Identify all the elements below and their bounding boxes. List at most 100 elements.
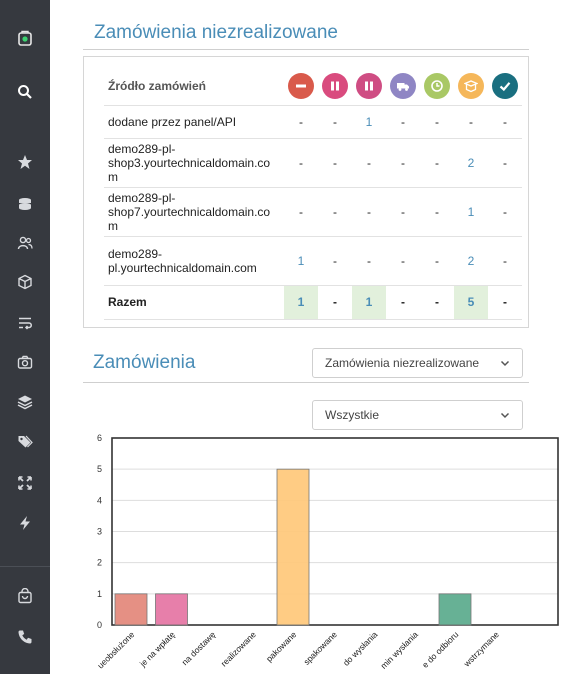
status-count-link[interactable]: 1 [454, 187, 488, 237]
x-tick-label: na dostawę [180, 629, 218, 667]
layers-icon[interactable] [0, 390, 50, 414]
x-tick-label: e do odbioru [420, 629, 461, 670]
status-count: - [488, 236, 522, 286]
total-label: Razem [104, 285, 284, 320]
status-count: - [352, 138, 386, 188]
bar-4 [276, 468, 310, 626]
y-tick-label: 0 [97, 620, 102, 630]
status-pause-icon[interactable] [356, 72, 382, 99]
source-column-header: Źródło zamówień [104, 67, 284, 106]
coins-icon[interactable] [0, 192, 50, 216]
phone-icon[interactable] [0, 625, 50, 649]
cube-icon[interactable] [0, 270, 50, 294]
order-type-select[interactable]: Zamówienia niezrealizowane [312, 348, 523, 378]
order-filter-select-value: Wszystkie [325, 408, 379, 422]
status-count: - [386, 236, 420, 286]
source-name: dodane przez panel/API [104, 105, 284, 139]
table-row: dodane przez panel/API - - 1 - - - - [104, 105, 522, 139]
section-divider [83, 49, 529, 50]
source-name: demo289-pl.yourtechnicaldomain.com [104, 236, 284, 286]
total-count: - [318, 285, 352, 320]
x-tick-label: ueobsłużone [95, 629, 136, 670]
chevron-down-icon [500, 360, 510, 367]
unrealized-orders-table: Źródło zamówień dodane przez panel/API -… [104, 67, 522, 320]
total-row: Razem 1 - 1 - - 5 - [104, 285, 522, 320]
y-tick-label: 2 [97, 558, 102, 568]
x-tick-label: realizowane [219, 629, 258, 668]
unrealized-orders-panel: Źródło zamówień dodane przez panel/API -… [83, 56, 529, 328]
total-count[interactable]: 1 [284, 285, 318, 320]
orders-bar-chart: 0 1 2 3 4 5 6 ueobsłużone je na wpłatę na dostawę… [95, 433, 559, 671]
y-tick-label: 6 [97, 433, 102, 443]
source-name: demo289-pl-shop3.yourtechnicaldomain.com [104, 138, 284, 188]
status-pause-icon[interactable] [322, 72, 348, 99]
status-check-icon[interactable] [492, 72, 518, 99]
total-count[interactable]: 1 [352, 285, 386, 320]
total-count: - [488, 285, 522, 320]
status-count: - [386, 187, 420, 237]
status-count: - [352, 187, 386, 237]
total-count: - [420, 285, 454, 320]
status-count-link[interactable]: 1 [352, 105, 386, 139]
status-truck-icon[interactable] [390, 72, 416, 99]
table-row: demo289-pl-shop3.yourtechnicaldomain.com… [104, 138, 522, 188]
main-content: Zamówienia niezrealizowane Źródło zamówi… [50, 0, 562, 674]
status-count: - [318, 105, 352, 139]
status-count: - [318, 187, 352, 237]
status-count: - [352, 236, 386, 286]
status-count: - [420, 138, 454, 188]
move-icon[interactable] [0, 471, 50, 495]
status-count: - [284, 187, 318, 237]
y-tick-label: 3 [97, 527, 102, 537]
sidebar [0, 0, 50, 674]
y-tick-label: 1 [97, 589, 102, 599]
bag-logo-icon[interactable] [0, 26, 50, 50]
y-tick-label: 5 [97, 464, 102, 474]
status-count-link[interactable]: 2 [454, 236, 488, 286]
bar-0 [114, 593, 148, 626]
status-count: - [488, 138, 522, 188]
y-tick-label: 4 [97, 495, 102, 505]
status-minus-icon[interactable] [288, 72, 314, 99]
status-count: - [318, 138, 352, 188]
users-icon[interactable] [0, 231, 50, 255]
status-count: - [284, 105, 318, 139]
status-count-link[interactable]: 2 [454, 138, 488, 188]
status-count: - [420, 105, 454, 139]
x-tick-label: min wysłania [378, 629, 420, 671]
total-count[interactable]: 5 [454, 285, 488, 320]
status-count: - [386, 138, 420, 188]
x-tick-label: je na wpłatę [137, 629, 177, 669]
x-tick-label: pakowane [264, 629, 299, 664]
status-clock-icon[interactable] [424, 72, 450, 99]
bolt-icon[interactable] [0, 511, 50, 535]
order-filter-select[interactable]: Wszystkie [312, 400, 523, 430]
camera-icon[interactable] [0, 350, 50, 374]
chart-plot-frame [111, 437, 559, 626]
status-box-icon[interactable] [458, 72, 484, 99]
x-tick-label: do wysłania [341, 629, 380, 668]
sidebar-divider [0, 566, 50, 567]
status-count: - [420, 236, 454, 286]
status-count: - [420, 187, 454, 237]
section-title-orders: Zamówienia [93, 352, 196, 373]
section-title-unrealized: Zamówienia niezrealizowane [94, 22, 338, 43]
status-count-link[interactable]: 1 [284, 236, 318, 286]
status-count: - [488, 187, 522, 237]
status-count: - [488, 105, 522, 139]
table-header-row: Źródło zamówień [104, 67, 522, 106]
bar-8 [438, 593, 472, 626]
source-name: demo289-pl-shop7.yourtechnicaldomain.com [104, 187, 284, 237]
wrap-icon[interactable] [0, 311, 50, 335]
status-count: - [454, 105, 488, 139]
table-row: demo289-pl.yourtechnicaldomain.com 1 - -… [104, 236, 522, 286]
section-divider [83, 382, 529, 383]
star-icon[interactable] [0, 150, 50, 174]
status-count: - [386, 105, 420, 139]
status-count: - [318, 236, 352, 286]
total-count: - [386, 285, 420, 320]
basket-icon[interactable] [0, 584, 50, 608]
search-icon[interactable] [0, 80, 50, 104]
status-count: - [284, 138, 318, 188]
tags-icon[interactable] [0, 430, 50, 454]
